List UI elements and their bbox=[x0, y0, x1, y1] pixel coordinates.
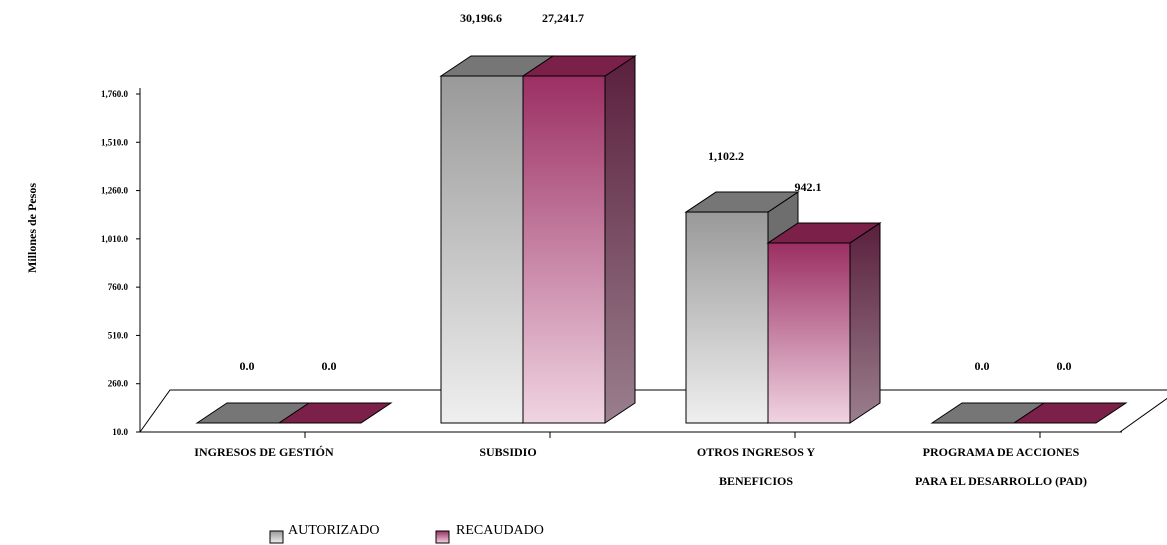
y-tick-label: 10.0 bbox=[112, 427, 128, 437]
y-tick-label: 1,010.0 bbox=[101, 234, 129, 244]
legend: AUTORIZADO RECAUDADO bbox=[269, 523, 544, 544]
category-label-subsidio: SUBSIDIO bbox=[479, 445, 536, 459]
bar-group bbox=[195, 55, 1128, 424]
legend-swatch-autorizado bbox=[269, 530, 284, 544]
bar-top bbox=[521, 55, 637, 77]
bar-side bbox=[849, 222, 881, 424]
bar-recaudado-subsidio bbox=[521, 55, 637, 424]
data-label-recaudado: 0.0 bbox=[322, 359, 337, 373]
data-labels: 0.0 0.0 30,196.6 27,241.7 1,102.2 942.1 0.0 0.0 bbox=[240, 11, 1072, 373]
data-label-recaudado: 0.0 bbox=[1057, 359, 1072, 373]
bar-recaudado-ingresos-de-gestion bbox=[277, 402, 393, 424]
y-tick-label: 1,260.0 bbox=[101, 186, 129, 196]
data-label-autorizado: 0.0 bbox=[975, 359, 990, 373]
chart-floor bbox=[139, 389, 1167, 438]
legend-item-recaudado: RECAUDADO bbox=[435, 523, 544, 544]
category-labels: INGRESOS DE GESTIÓN SUBSIDIO OTROS INGRESO… bbox=[194, 445, 1087, 488]
bar-front bbox=[685, 211, 769, 424]
legend-label-recaudado: RECAUDADO bbox=[456, 523, 544, 538]
legend-swatch-recaudado bbox=[435, 530, 450, 544]
legend-label-autorizado: AUTORIZADO bbox=[288, 523, 380, 538]
data-label-recaudado: 27,241.7 bbox=[542, 11, 584, 25]
bar-top bbox=[1012, 402, 1128, 424]
bar-front bbox=[767, 242, 851, 424]
y-axis: 10.0 260.0 510.0 760.0 1,010.0 1,260.0 1,510.0… bbox=[101, 88, 141, 437]
y-tick-label: 760.0 bbox=[108, 282, 129, 292]
data-label-autorizado: 30,196.6 bbox=[460, 11, 502, 25]
y-tick-label: 1,760.0 bbox=[101, 89, 129, 99]
legend-item-autorizado: AUTORIZADO bbox=[269, 523, 380, 544]
bar-recaudado-otros-ingresos-y-beneficios bbox=[766, 222, 882, 424]
y-tick-label: 510.0 bbox=[108, 330, 129, 340]
bar-front bbox=[440, 75, 524, 424]
category-label-ingresos-de-gestion: INGRESOS DE GESTIÓN bbox=[194, 445, 334, 459]
category-label-programa-de-acciones-para-el-desarrollo-pad: PROGRAMA DE ACCIONES PARA EL DESARROLLO (… bbox=[915, 445, 1087, 488]
bar-recaudado-programa-de-acciones-para-el-desarrollo-pad bbox=[1012, 402, 1128, 424]
bar-top bbox=[766, 222, 882, 244]
y-tick-label: 1,510.0 bbox=[101, 137, 129, 147]
bar-side bbox=[604, 55, 636, 424]
bar-top bbox=[277, 402, 393, 424]
data-label-recaudado: 942.1 bbox=[795, 180, 822, 194]
data-label-autorizado: 1,102.2 bbox=[708, 149, 744, 163]
data-label-autorizado: 0.0 bbox=[240, 359, 255, 373]
y-axis-label: Millones de Pesos bbox=[25, 183, 39, 273]
bar-front bbox=[522, 75, 606, 424]
bar-top bbox=[684, 191, 800, 213]
category-label-otros-ingresos-y-beneficios: OTROS INGRESOS Y BENEFICIOS bbox=[697, 445, 816, 488]
y-tick-label: 260.0 bbox=[108, 379, 129, 389]
